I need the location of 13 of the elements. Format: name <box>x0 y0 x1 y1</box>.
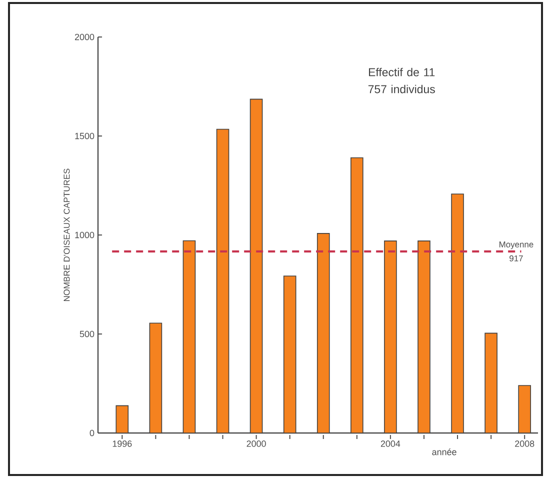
y-tick-label: 0 <box>90 430 94 436</box>
y-tick-label: 1000 <box>75 232 94 238</box>
x-tick-label: 2000 <box>246 440 266 447</box>
y-tick-label: 500 <box>80 330 94 338</box>
x-tick-label: 2004 <box>380 440 400 447</box>
y-tick-label: 1500 <box>75 132 94 140</box>
x-axis-title: année <box>432 448 456 456</box>
x-tick-label: 1996 <box>112 440 132 447</box>
annotation: Effectif de 11 757 individus <box>368 68 435 94</box>
y-tick-label: 2000 <box>74 34 94 40</box>
x-tick-label: 2008 <box>515 440 534 447</box>
y-axis-title: NOMBRE D'OISEAUX CAPTURES <box>64 168 70 301</box>
ref-line-label: Moyenne 917 <box>499 242 534 262</box>
